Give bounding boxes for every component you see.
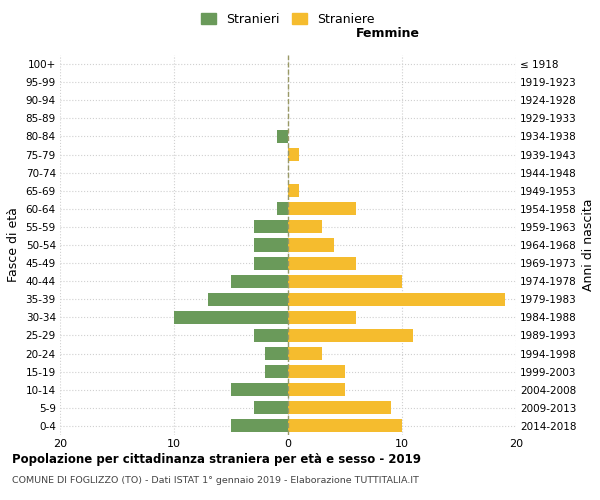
Bar	[288, 311, 356, 324]
Bar	[288, 220, 322, 234]
Text: COMUNE DI FOGLIZZO (TO) - Dati ISTAT 1° gennaio 2019 - Elaborazione TUTTITALIA.I: COMUNE DI FOGLIZZO (TO) - Dati ISTAT 1° …	[12, 476, 419, 485]
Bar	[254, 329, 288, 342]
Bar	[231, 383, 288, 396]
Bar	[288, 238, 334, 252]
Legend: Stranieri, Straniere: Stranieri, Straniere	[196, 8, 380, 31]
Bar	[288, 256, 356, 270]
Bar	[288, 202, 356, 215]
Bar	[288, 420, 402, 432]
Bar	[288, 402, 391, 414]
Bar	[288, 383, 345, 396]
Bar	[265, 347, 288, 360]
Y-axis label: Anni di nascita: Anni di nascita	[583, 198, 595, 291]
Bar	[231, 274, 288, 287]
Bar	[277, 202, 288, 215]
Bar	[254, 256, 288, 270]
Bar	[254, 220, 288, 234]
Bar	[288, 347, 322, 360]
Bar	[288, 148, 299, 161]
Bar	[288, 184, 299, 197]
Bar	[288, 274, 402, 287]
Bar	[265, 365, 288, 378]
Bar	[231, 420, 288, 432]
Text: Femmine: Femmine	[356, 27, 421, 40]
Bar	[174, 311, 288, 324]
Bar	[288, 329, 413, 342]
Bar	[254, 238, 288, 252]
Bar	[208, 293, 288, 306]
Y-axis label: Fasce di età: Fasce di età	[7, 208, 20, 282]
Bar	[277, 130, 288, 143]
Bar	[254, 402, 288, 414]
Bar	[288, 365, 345, 378]
Text: Popolazione per cittadinanza straniera per età e sesso - 2019: Popolazione per cittadinanza straniera p…	[12, 452, 421, 466]
Bar	[288, 293, 505, 306]
